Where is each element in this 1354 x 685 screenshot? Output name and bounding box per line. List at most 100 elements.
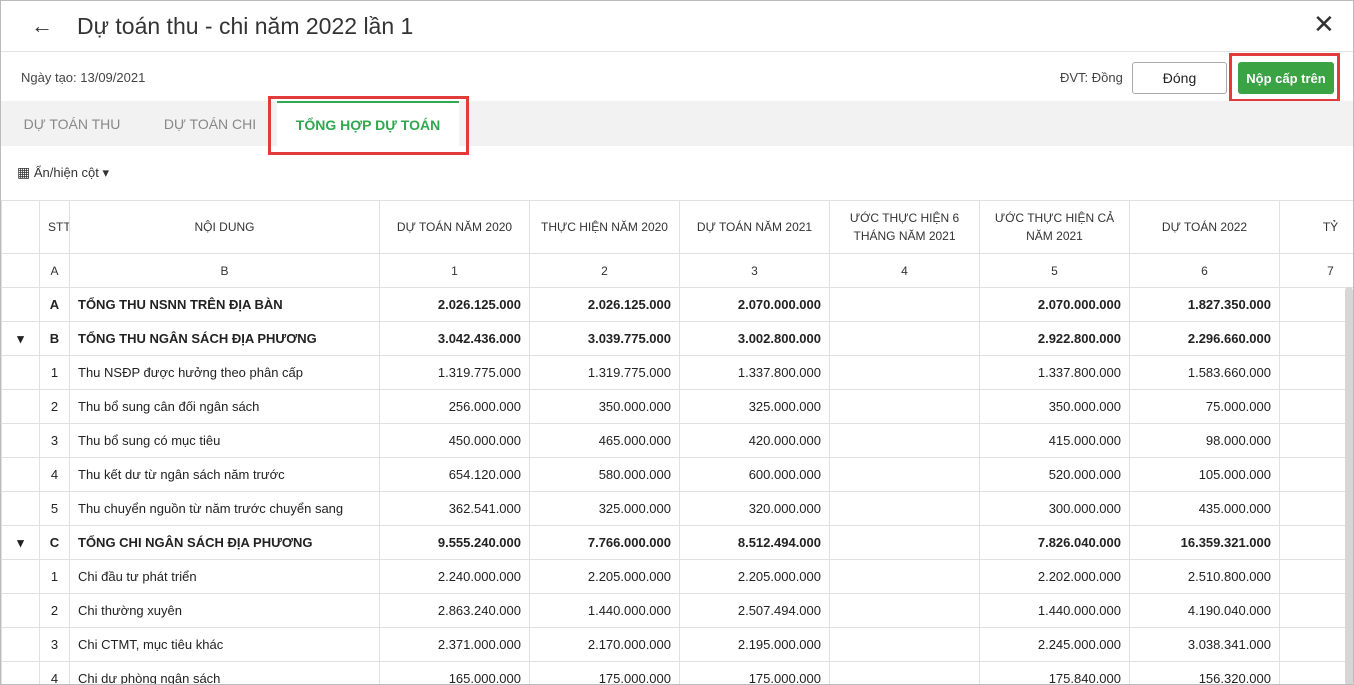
table-cell: 175.000.000: [679, 661, 830, 684]
highlight-box: [268, 96, 469, 155]
code-cell: 5: [979, 253, 1130, 288]
table-cell: 9.555.240.000: [379, 525, 530, 560]
table-cell: [1279, 355, 1353, 390]
tab[interactable]: TỔNG HỢP DỰ TOÁN: [277, 101, 459, 146]
table-cell: 4.190.040.000: [1129, 593, 1280, 628]
close-icon[interactable]: ✕: [1313, 9, 1335, 39]
back-button[interactable]: ←: [31, 13, 53, 38]
table-cell: 8.512.494.000: [679, 525, 830, 560]
table-cell: 2.195.000.000: [679, 627, 830, 662]
divider: [1, 51, 1353, 52]
tab[interactable]: DỰ TOÁN CHI: [163, 115, 257, 132]
table-cell: 3: [39, 627, 70, 662]
scrollbar[interactable]: [1345, 287, 1353, 684]
table-cell: 3.042.436.000: [379, 321, 530, 356]
header-cell: STT: [39, 200, 70, 254]
table-cell: 2.170.000.000: [529, 627, 680, 662]
table-cell: 105.000.000: [1129, 457, 1280, 492]
table-cell: 580.000.000: [529, 457, 680, 492]
table-cell: [829, 355, 980, 390]
table-cell: 3.038.341.000: [1129, 627, 1280, 662]
table-cell: 2.026.125.000: [379, 287, 530, 322]
table-cell: [829, 287, 980, 322]
table-cell: 7.826.040.000: [979, 525, 1130, 560]
table-cell: Chi dự phòng ngân sách: [69, 661, 380, 684]
table-cell: [1279, 457, 1353, 492]
expander-cell: [1, 661, 40, 684]
table-cell: 300.000.000: [979, 491, 1130, 526]
table-cell: 3.039.775.000: [529, 321, 680, 356]
table-cell: Thu bổ sung có mục tiêu: [69, 423, 380, 458]
table-cell: 600.000.000: [679, 457, 830, 492]
table-cell: 16.359.321.000: [1129, 525, 1280, 560]
page-title: Dự toán thu - chi năm 2022 lần 1: [77, 13, 414, 39]
close-button[interactable]: Đóng: [1132, 62, 1227, 94]
code-cell: 4: [829, 253, 980, 288]
table-cell: 1.337.800.000: [979, 355, 1130, 390]
table-cell: TỔNG THU NGÂN SÁCH ĐỊA PHƯƠNG: [69, 321, 380, 356]
table-cell: [1279, 627, 1353, 662]
table-row: 3 Thu bổ sung có mục tiêu 450.000.000 465.0…: [1, 423, 1353, 458]
table-cell: Chi thường xuyên: [69, 593, 380, 628]
table-cell: 2.205.000.000: [529, 559, 680, 594]
table-cell: 1.440.000.000: [529, 593, 680, 628]
expander-cell: [1, 389, 40, 424]
code-cell: [1, 253, 40, 288]
table-cell: [829, 321, 980, 356]
header-row: STT NỘI DUNG DỰ TOÁN NĂM 2020 THỰC HIỆN NĂM…: [1, 200, 1353, 254]
expander-cell[interactable]: ▾: [1, 321, 40, 356]
table-cell: 2.245.000.000: [979, 627, 1130, 662]
table-cell: Thu bổ sung cân đối ngân sách: [69, 389, 380, 424]
created-date: Ngày tạo: 13/09/2021: [21, 70, 146, 85]
table-cell: 256.000.000: [379, 389, 530, 424]
tab[interactable]: DỰ TOÁN THU: [23, 115, 121, 132]
data-grid: STT NỘI DUNG DỰ TOÁN NĂM 2020 THỰC HIỆN NĂM…: [1, 200, 1353, 684]
table-cell: 465.000.000: [529, 423, 680, 458]
table-cell: 325.000.000: [529, 491, 680, 526]
table-cell: 2.863.240.000: [379, 593, 530, 628]
submit-button[interactable]: Nộp cấp trên: [1238, 62, 1334, 94]
table-row: 4 Chi dự phòng ngân sách 165.000.000 175.00…: [1, 661, 1353, 684]
table-cell: 350.000.000: [979, 389, 1130, 424]
expander-cell[interactable]: ▾: [1, 525, 40, 560]
header-cell: NỘI DUNG: [69, 200, 380, 254]
table-cell: [829, 457, 980, 492]
table-cell: C: [39, 525, 70, 560]
table-cell: 350.000.000: [529, 389, 680, 424]
table-cell: 2.070.000.000: [679, 287, 830, 322]
table-cell: [829, 525, 980, 560]
code-cell: A: [39, 253, 70, 288]
table-cell: 362.541.000: [379, 491, 530, 526]
header-cell: ƯỚC THỰC HIỆN 6 THÁNG NĂM 2021: [829, 200, 980, 254]
expander-cell: [1, 423, 40, 458]
table-cell: [1279, 389, 1353, 424]
table-cell: Chi đầu tư phát triển: [69, 559, 380, 594]
table-cell: 2.070.000.000: [979, 287, 1130, 322]
table-cell: 165.000.000: [379, 661, 530, 684]
table-cell: A: [39, 287, 70, 322]
code-cell: 6: [1129, 253, 1280, 288]
table-cell: [1279, 423, 1353, 458]
code-cell: 3: [679, 253, 830, 288]
table-cell: 1.319.775.000: [529, 355, 680, 390]
table-cell: 520.000.000: [979, 457, 1130, 492]
table-cell: 2: [39, 593, 70, 628]
table-cell: Chi CTMT, mục tiêu khác: [69, 627, 380, 662]
table-cell: 1: [39, 559, 70, 594]
column-toggle[interactable]: ▦ Ẩn/hiện cột ▾: [17, 164, 110, 180]
table-row: 3 Chi CTMT, mục tiêu khác 2.371.000.000 2.1…: [1, 627, 1353, 662]
table-cell: [829, 491, 980, 526]
table-cell: 2.296.660.000: [1129, 321, 1280, 356]
table-cell: [1279, 287, 1353, 322]
table-cell: 450.000.000: [379, 423, 530, 458]
header-cell: DỰ TOÁN NĂM 2020: [379, 200, 530, 254]
table-cell: 4: [39, 661, 70, 684]
header-cell: DỰ TOÁN 2022: [1129, 200, 1280, 254]
table-cell: 75.000.000: [1129, 389, 1280, 424]
table-cell: [1279, 491, 1353, 526]
table-cell: 2.507.494.000: [679, 593, 830, 628]
header-cell: DỰ TOÁN NĂM 2021: [679, 200, 830, 254]
table-cell: [1279, 559, 1353, 594]
table-cell: 156.320.000: [1129, 661, 1280, 684]
